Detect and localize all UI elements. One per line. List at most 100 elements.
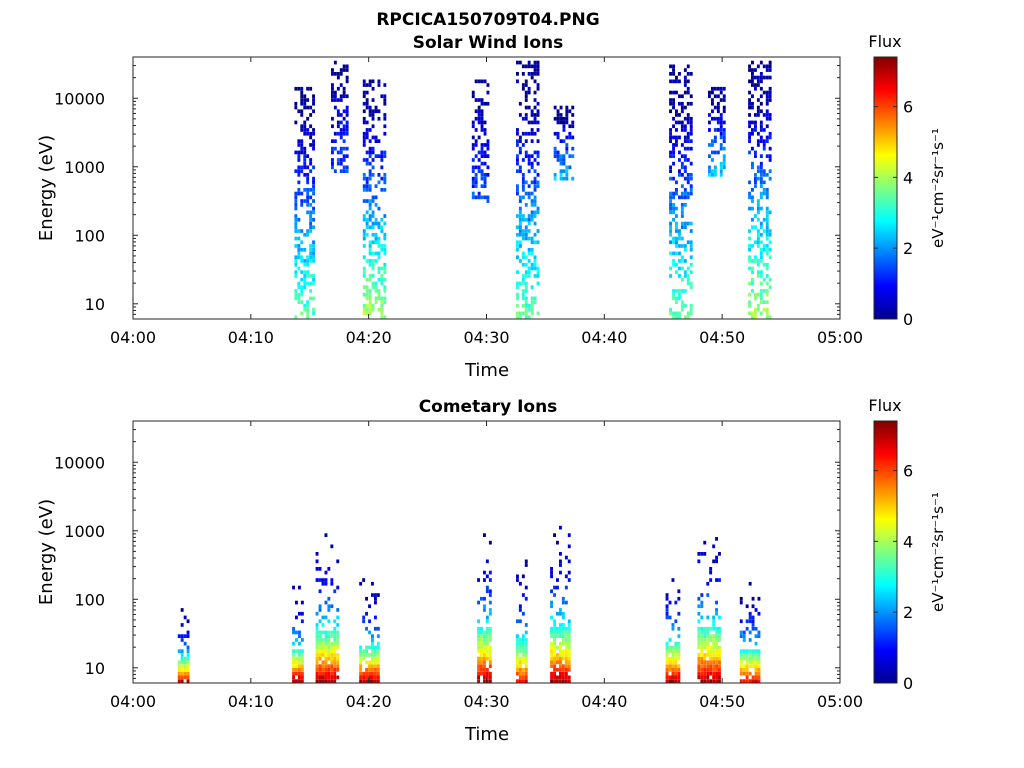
flux-cell [516, 143, 519, 147]
flux-cell [754, 184, 757, 188]
flux-cell [712, 559, 716, 564]
flux-cell [754, 679, 758, 683]
x-axis: 04:00 04:10 04:20 04:30 04:40 04:50 05:00 [110, 421, 863, 711]
flux-cell [312, 143, 315, 147]
flux-cell [333, 641, 337, 646]
flux-cell [689, 240, 693, 245]
flux-cell [709, 660, 713, 665]
flux-cell [339, 161, 343, 166]
flux-cell [672, 210, 675, 215]
flux-cell [745, 619, 749, 624]
flux-cell [677, 649, 681, 653]
flux-cell [719, 169, 723, 173]
flux-cell [686, 113, 690, 117]
flux-cell [768, 90, 772, 95]
flux-cell [669, 311, 672, 316]
flux-cell [680, 184, 684, 188]
flux-cell [756, 64, 760, 69]
flux-cell [374, 105, 378, 110]
flux-cell [756, 210, 760, 215]
flux-cell [306, 304, 310, 308]
flux-cell [697, 668, 701, 672]
flux-cell [533, 60, 537, 65]
flux-cell [321, 679, 325, 683]
flux-cell [477, 120, 481, 125]
flux-cell [680, 154, 684, 158]
colorbar [873, 420, 898, 684]
flux-cell [315, 649, 319, 653]
flux-cell [524, 585, 528, 590]
flux-cell [669, 139, 672, 143]
flux-cell [562, 161, 566, 166]
flux-cell [745, 660, 749, 665]
flux-cell [294, 315, 298, 319]
flux-cell [371, 593, 374, 597]
flux-cell [530, 109, 534, 114]
flux-cell [530, 199, 534, 203]
flux-cell [689, 221, 693, 226]
flux-cell [678, 315, 681, 319]
flux-cell [757, 660, 761, 665]
flux-cell [362, 653, 366, 657]
flux-cell [527, 214, 531, 218]
flux-cell [680, 105, 684, 110]
flux-cell [477, 79, 481, 84]
flux-cell [678, 72, 681, 76]
flux-cell [527, 221, 531, 226]
flux-cell [665, 656, 669, 661]
flux-cell [516, 649, 519, 653]
flux-cell [294, 217, 298, 222]
flux-cell [715, 668, 718, 672]
flux-cell [312, 311, 315, 316]
flux-cell [371, 581, 374, 586]
colorbar-units: eV⁻¹cm⁻²sr⁻¹s⁻¹ [929, 128, 947, 248]
flux-cell [312, 210, 315, 215]
flux-cell [521, 184, 525, 188]
flux-cell [377, 221, 381, 226]
flux-cell [374, 236, 378, 241]
flux-cell [300, 128, 304, 132]
flux-cell [703, 656, 707, 661]
flux-cell [683, 247, 687, 252]
flux-cell [564, 649, 568, 653]
flux-cell [561, 634, 565, 638]
colorbar-tick-label: 2 [903, 239, 913, 258]
flux-cell [371, 195, 375, 200]
flux-cell [762, 143, 766, 147]
flux-cell [516, 638, 519, 642]
flux-cell [374, 671, 377, 676]
flux-cell [485, 626, 489, 631]
flux-cell [486, 199, 490, 203]
flux-cell [488, 578, 492, 582]
flux-cell [675, 191, 678, 196]
flux-cell [713, 128, 717, 132]
flux-cell [303, 285, 307, 289]
flux-cell [567, 660, 571, 665]
flux-cell [365, 128, 369, 132]
flux-cell [524, 83, 528, 87]
flux-cell [371, 251, 375, 256]
flux-cell [345, 154, 349, 158]
flux-cell [292, 668, 295, 672]
flux-cell [716, 86, 720, 91]
flux-cell [711, 173, 714, 177]
flux-cell [524, 656, 528, 661]
flux-cell [488, 540, 492, 545]
flux-cell [678, 292, 681, 297]
flux-cell [700, 604, 704, 609]
flux-cell [751, 105, 754, 110]
flux-cell [297, 300, 301, 304]
flux-cell [330, 660, 334, 665]
flux-cell [553, 638, 556, 642]
flux-cell [680, 165, 684, 170]
flux-cell [748, 195, 751, 200]
flux-cell [377, 240, 381, 245]
flux-cell [683, 274, 687, 278]
flux-cell [333, 671, 337, 676]
flux-cell [553, 533, 556, 537]
flux-cell [333, 630, 337, 635]
flux-cell [550, 626, 553, 631]
flux-cell [362, 292, 366, 297]
flux-cell [485, 653, 489, 657]
flux-cell [483, 668, 486, 672]
